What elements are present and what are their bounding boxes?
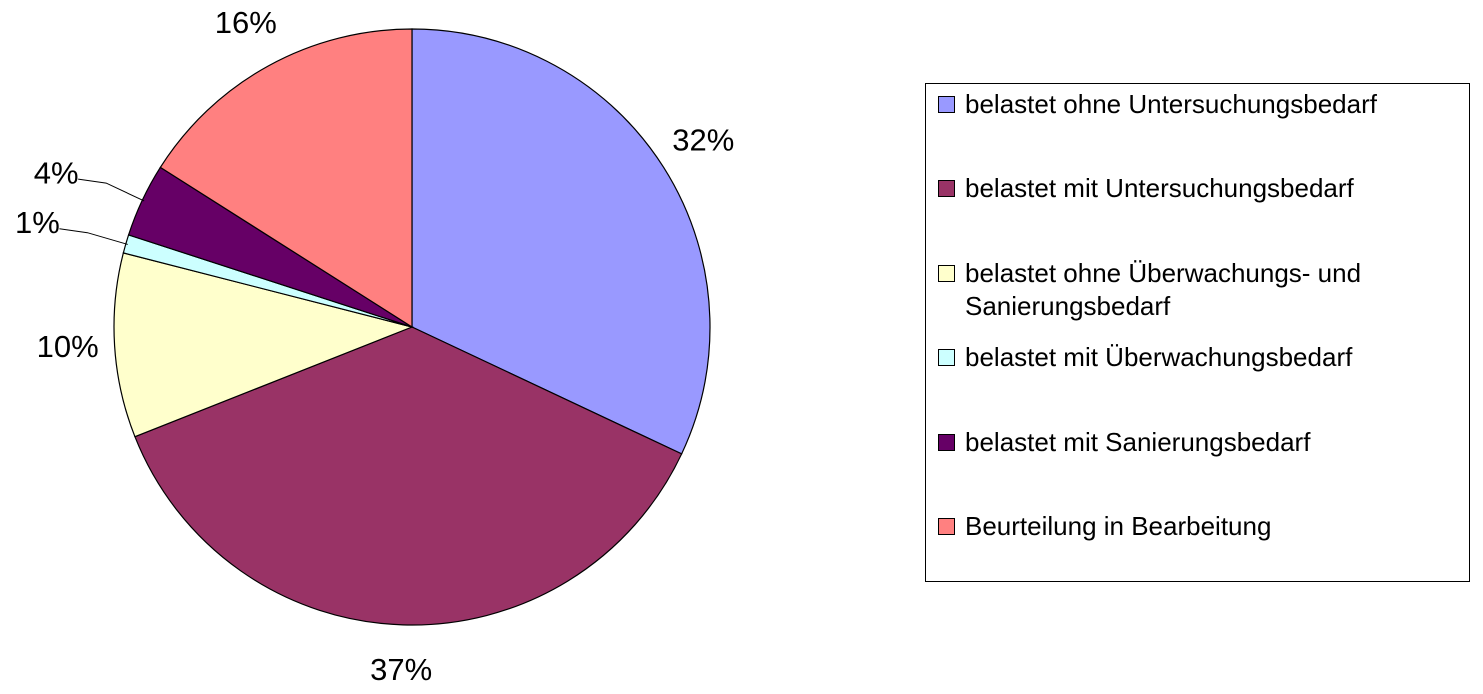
legend-label: belastet ohne Überwachungs- und Sanierun… — [965, 257, 1362, 321]
legend-entry: belastet ohne Überwachungs- und Sanierun… — [938, 257, 1458, 323]
legend-swatch — [938, 264, 955, 282]
legend-label: belastet mit Sanierungsbedarf — [965, 426, 1311, 457]
legend-swatch — [938, 433, 955, 451]
legend-swatch — [938, 96, 955, 113]
data-label: 16% — [215, 5, 277, 40]
leader-line — [78, 178, 145, 202]
legend-label: belastet mit Überwachungsbedarf — [965, 342, 1353, 373]
pie-slice — [134, 326, 683, 626]
pie-slice — [113, 252, 414, 438]
pie-area: 32% 37% 10% 1% 4% 16% — [15, 5, 734, 687]
pie-slice — [159, 28, 413, 329]
legend-entry: belastet ohne Untersuchungsbedarf — [938, 88, 1458, 121]
legend-entry: belastet mit Sanierungsbedarf — [938, 426, 1458, 459]
legend-entry: belastet mit Untersuchungsbedarf — [938, 172, 1458, 205]
legend-entry: Beurteilung in Bearbeitung — [938, 510, 1458, 543]
legend-swatch — [938, 349, 955, 367]
pie-slice — [411, 28, 711, 455]
data-label: 10% — [37, 329, 99, 364]
data-label: 1% — [15, 205, 60, 240]
leader-line — [59, 228, 128, 245]
legend: belastet ohne Untersuchungsbedarf belaste… — [925, 83, 1470, 582]
data-label: 37% — [370, 652, 432, 687]
legend-label: belastet ohne Untersuchungsbedarf — [965, 89, 1377, 119]
data-label: 32% — [672, 122, 734, 157]
data-label: 4% — [34, 155, 79, 190]
legend-label: belastet mit Untersuchungsbedarf — [965, 173, 1354, 204]
legend-swatch — [938, 518, 955, 535]
legend-entry: belastet mit Überwachungsbedarf — [938, 341, 1458, 374]
legend-label: Beurteilung in Bearbeitung — [965, 511, 1272, 541]
legend-swatch — [938, 180, 955, 198]
